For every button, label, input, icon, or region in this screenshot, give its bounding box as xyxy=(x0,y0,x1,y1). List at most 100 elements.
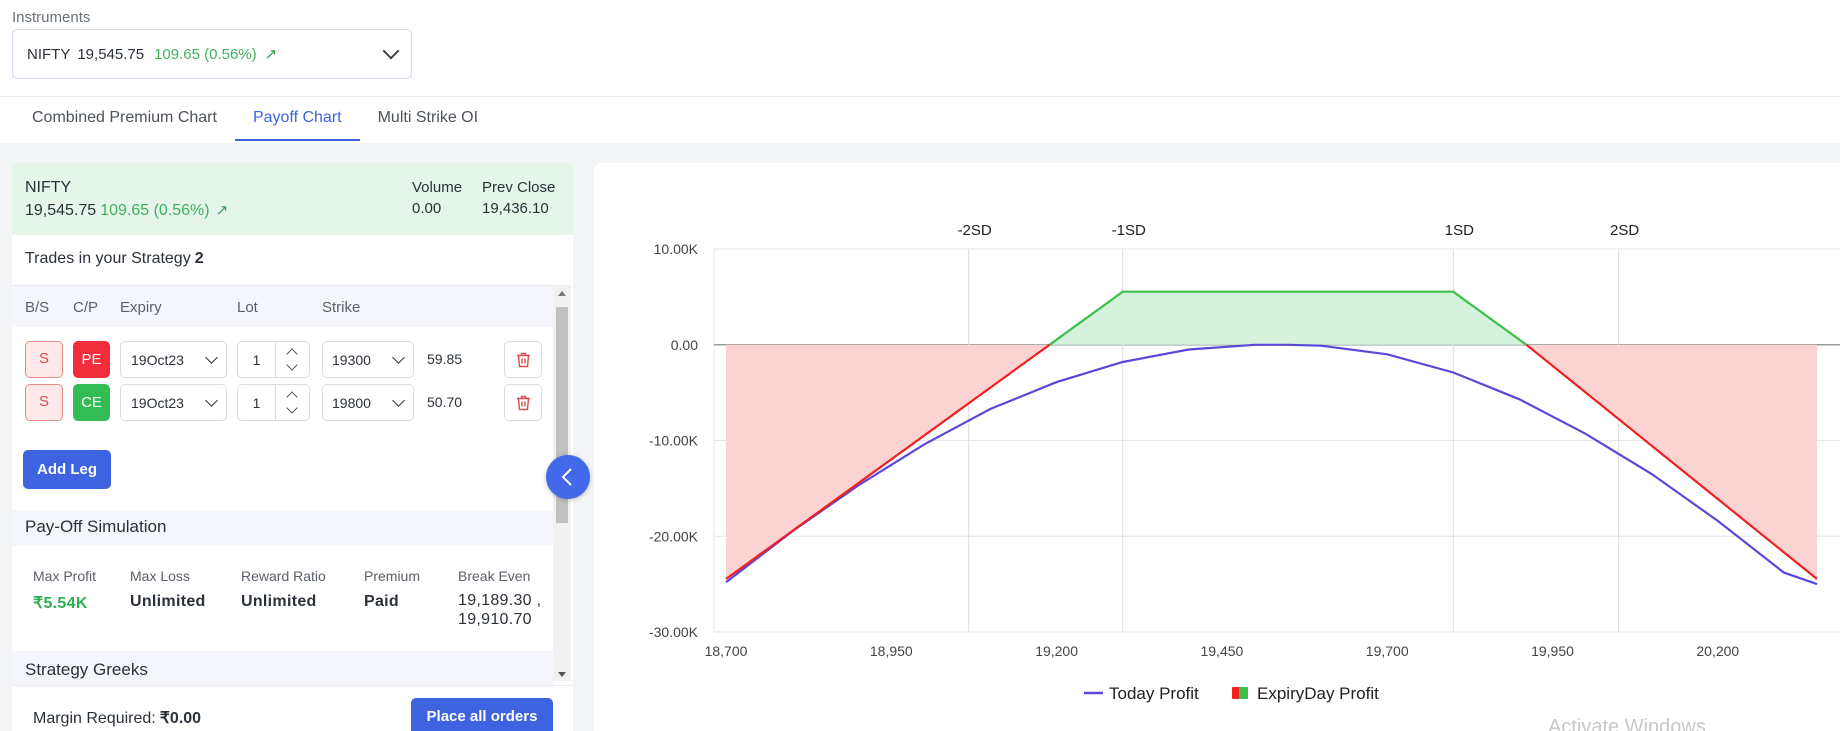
expiry-loss-line xyxy=(1525,343,1818,580)
instrument-price: 19,545.75 xyxy=(77,45,145,63)
payoff-chart[interactable]: 10.00K 0.00 -10.00K -20.00K -30.00K 18,700 18,… xyxy=(594,163,1840,731)
col-cp: C/P xyxy=(73,299,99,316)
legend-expiry-label: ExpiryDay Profit xyxy=(1257,684,1379,703)
trend-up-icon: ↗ xyxy=(264,46,278,63)
chevron-down-icon xyxy=(205,394,218,407)
sd-label: -1SD xyxy=(1112,222,1146,239)
break-even-stat: Break Even 19,189.30 , 19,910.70 xyxy=(458,568,541,629)
chart-labels: 10.00K 0.00 -10.00K -20.00K -30.00K 18,700 18,… xyxy=(649,222,1739,659)
expiry-value: 19Oct23 xyxy=(131,395,184,411)
premium-label: Premium xyxy=(364,568,421,584)
strike-value: 19800 xyxy=(332,395,371,411)
leg-premium: 50.70 xyxy=(427,394,463,410)
volume-value: 0.00 xyxy=(412,200,442,217)
y-tick-label: 0.00 xyxy=(671,337,698,353)
break-even-lower: 19,189.30 , xyxy=(458,592,542,609)
margin-value: ₹0.00 xyxy=(159,710,202,727)
instrument-select[interactable]: NIFTY 19,545.75 109.65 (0.56%) ↗ xyxy=(12,29,412,79)
lot-input[interactable]: 1 xyxy=(237,384,275,421)
tab-combined-premium-chart[interactable]: Combined Premium Chart xyxy=(32,109,217,126)
tab-multi-strike-oi[interactable]: Multi Strike OI xyxy=(377,109,479,126)
lot-stepper[interactable] xyxy=(275,384,310,421)
tab-payoff-chart[interactable]: Payoff Chart xyxy=(234,97,360,141)
x-tick-label: 19,950 xyxy=(1531,643,1574,659)
strike-select[interactable]: 19300 xyxy=(322,341,414,378)
add-leg-button[interactable]: Add Leg xyxy=(23,450,111,489)
summary-price-row: 19,545.75 109.65 (0.56%) ↗ xyxy=(25,201,228,220)
max-profit-stat: Max Profit ₹5.54K xyxy=(33,568,96,613)
expiry-select[interactable]: 19Oct23 xyxy=(120,341,227,378)
y-tick-label: -30.00K xyxy=(649,624,699,640)
payoff-simulation-heading: Pay-Off Simulation xyxy=(12,510,553,546)
place-all-orders-button[interactable]: Place all orders xyxy=(411,698,553,731)
divider xyxy=(0,96,1840,97)
legs-table-header: B/S C/P Expiry Lot Strike xyxy=(12,285,553,327)
x-tick-label: 19,200 xyxy=(1035,643,1078,659)
max-loss-label: Max Loss xyxy=(130,568,190,584)
reward-ratio-label: Reward Ratio xyxy=(241,568,326,584)
delete-leg-button[interactable] xyxy=(504,384,542,421)
prev-close-label: Prev Close xyxy=(482,179,556,196)
col-lot: Lot xyxy=(237,299,258,316)
instrument-summary-card: NIFTY 19,545.75 109.65 (0.56%) ↗ Volume 0.… xyxy=(12,163,573,235)
buy-sell-toggle[interactable]: S xyxy=(25,384,63,421)
chevron-up-icon[interactable] xyxy=(286,391,298,403)
reward-ratio-value: Unlimited xyxy=(241,593,317,610)
scroll-down-icon[interactable] xyxy=(558,672,566,677)
chevron-down-icon[interactable] xyxy=(286,402,298,414)
y-tick-label: -20.00K xyxy=(649,528,699,544)
x-tick-label: 18,950 xyxy=(870,643,913,659)
leg-row: S PE 19Oct23 1 19300 59.85 xyxy=(12,335,553,381)
leg-row: S CE 19Oct23 1 19800 50.70 xyxy=(12,378,553,424)
volume-label: Volume xyxy=(412,179,463,196)
col-expiry: Expiry xyxy=(120,299,162,316)
chevron-down-icon xyxy=(392,351,405,364)
strategy-greeks-heading: Strategy Greeks xyxy=(12,651,553,685)
strike-select[interactable]: 19800 xyxy=(322,384,414,421)
trades-label: Trades in your Strategy xyxy=(25,250,191,267)
expiry-select[interactable]: 19Oct23 xyxy=(120,384,227,421)
expiry-value: 19Oct23 xyxy=(131,352,184,368)
collapse-panel-button[interactable] xyxy=(546,455,590,499)
profit-area xyxy=(1049,291,1527,345)
call-put-toggle[interactable]: PE xyxy=(73,341,110,378)
sd-label: -2SD xyxy=(958,222,992,239)
col-strike: Strike xyxy=(322,299,361,316)
margin-label: Margin Required: xyxy=(33,710,156,727)
max-loss-value: Unlimited xyxy=(130,593,206,610)
reward-ratio-stat: Reward Ratio Unlimited xyxy=(241,568,326,611)
margin-required: Margin Required: ₹0.00 xyxy=(33,708,201,728)
premium-stat: Premium Paid xyxy=(364,568,420,611)
lot-input[interactable]: 1 xyxy=(237,341,275,378)
trend-up-icon: ↗ xyxy=(215,202,229,219)
lot-stepper[interactable] xyxy=(275,341,310,378)
col-bs: B/S xyxy=(25,299,50,316)
max-profit-value: ₹5.54K xyxy=(33,595,88,612)
chart-lines xyxy=(725,290,1818,586)
scroll-up-icon[interactable] xyxy=(558,291,566,296)
trades-count-row: Trades in your Strategy 2 xyxy=(25,250,204,268)
premium-value: Paid xyxy=(364,593,399,610)
leg-premium: 59.85 xyxy=(427,351,463,367)
sd-label: 2SD xyxy=(1610,222,1639,239)
chevron-down-icon[interactable] xyxy=(286,359,298,371)
legend-expiry-swatch-profit xyxy=(1239,687,1248,699)
chevron-up-icon[interactable] xyxy=(286,348,298,360)
trades-count: 2 xyxy=(194,250,204,267)
x-tick-label: 18,700 xyxy=(705,643,748,659)
delete-leg-button[interactable] xyxy=(504,341,542,378)
call-put-toggle[interactable]: CE xyxy=(73,384,110,421)
break-even-label: Break Even xyxy=(458,568,531,584)
instrument-change: 109.65 (0.56%) xyxy=(154,45,257,63)
payoff-chart-panel: 10.00K 0.00 -10.00K -20.00K -30.00K 18,700 18,… xyxy=(594,163,1840,731)
trash-icon xyxy=(517,395,530,411)
legend-expiry-swatch-loss xyxy=(1232,687,1240,699)
expiry-profit-line xyxy=(1048,290,1528,346)
break-even-value: 19,189.30 , 19,910.70 xyxy=(458,591,541,629)
chart-legend: Today Profit ExpiryDay Profit xyxy=(1084,684,1379,703)
today-profit-line xyxy=(725,343,1818,586)
summary-change: 109.65 (0.56%) xyxy=(100,202,210,219)
chevron-down-icon xyxy=(205,351,218,364)
buy-sell-toggle[interactable]: S xyxy=(25,341,63,378)
chevron-down-icon[interactable] xyxy=(382,42,400,60)
